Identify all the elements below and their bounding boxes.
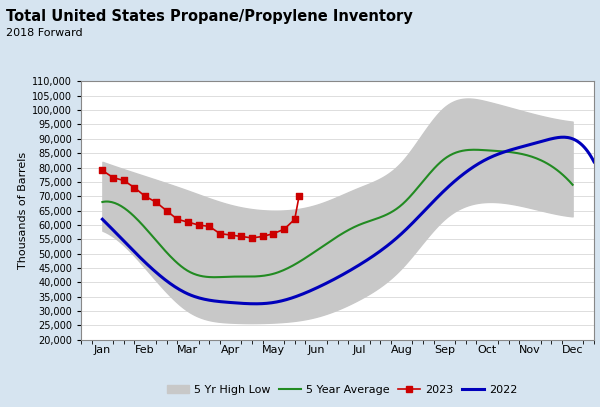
Point bbox=[183, 219, 193, 225]
Point bbox=[294, 193, 304, 199]
Point bbox=[172, 216, 182, 223]
Point bbox=[130, 184, 139, 191]
Text: 2018 Forward: 2018 Forward bbox=[6, 28, 83, 39]
Point bbox=[194, 222, 203, 228]
Point bbox=[247, 235, 257, 241]
Point bbox=[151, 199, 161, 205]
Point bbox=[226, 232, 235, 238]
Point bbox=[290, 216, 299, 223]
Point bbox=[258, 233, 268, 240]
Point bbox=[279, 226, 289, 232]
Point bbox=[269, 230, 278, 237]
Point bbox=[119, 177, 128, 184]
Point bbox=[205, 223, 214, 230]
Y-axis label: Thousands of Barrels: Thousands of Barrels bbox=[18, 152, 28, 269]
Point bbox=[236, 233, 246, 240]
Point bbox=[162, 207, 172, 214]
Point bbox=[215, 230, 225, 237]
Legend: 5 Yr High Low, 5 Year Average, 2023, 2022: 5 Yr High Low, 5 Year Average, 2023, 202… bbox=[163, 381, 521, 399]
Point bbox=[98, 167, 107, 174]
Point bbox=[108, 174, 118, 181]
Point bbox=[140, 193, 150, 199]
Text: Total United States Propane/Propylene Inventory: Total United States Propane/Propylene In… bbox=[6, 9, 413, 24]
